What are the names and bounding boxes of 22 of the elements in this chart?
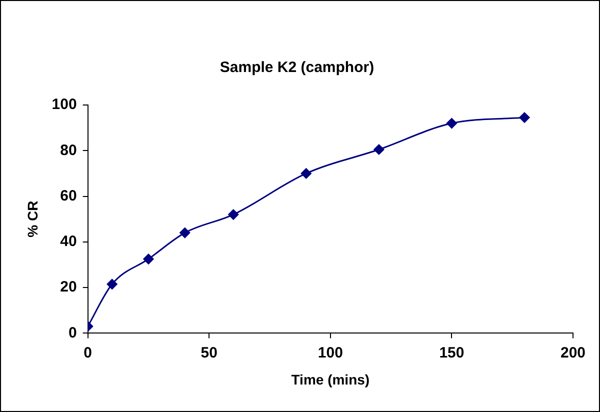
point [374, 144, 384, 155]
point [143, 254, 154, 264]
y-axis-title: % CR [24, 200, 40, 238]
point [180, 228, 190, 238]
x-tick-label: 200 [560, 344, 586, 362]
x-axis-title: Time (mins) [291, 371, 370, 388]
point [300, 168, 312, 179]
x-tick-label: 50 [200, 344, 218, 362]
x-tick-label: 0 [84, 344, 92, 362]
x-tick-label: 150 [439, 344, 464, 362]
chart-title: Sample K2 (camphor) [220, 59, 374, 76]
point [228, 209, 239, 220]
y-tick-label: 60 [60, 187, 77, 204]
point [106, 278, 118, 290]
y-tick-label: 20 [60, 278, 77, 296]
point [446, 118, 457, 129]
y-tick-label: 100 [52, 96, 77, 114]
point [519, 112, 530, 123]
y-tick-label: 40 [60, 233, 77, 250]
y-tick-label: 80 [60, 142, 77, 159]
x-tick-label: 100 [318, 344, 343, 362]
y-tick-label: 0 [68, 324, 77, 342]
